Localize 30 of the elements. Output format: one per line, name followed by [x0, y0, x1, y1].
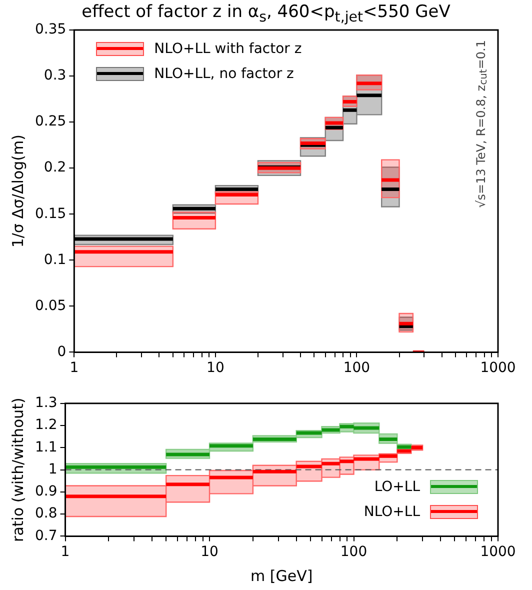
y-tick-label: 1.2	[35, 417, 58, 434]
x-tick-label: 100	[343, 360, 370, 376]
x-tick-label: 10	[206, 360, 224, 376]
y-tick-label: 0.9	[35, 484, 58, 500]
legend-label: NLO+LL, no factor z	[154, 66, 294, 82]
y-tick-label: 0.25	[35, 114, 66, 130]
y-tick-label: 0.15	[35, 206, 66, 222]
x-tick-label: 100	[340, 544, 368, 560]
x-tick-label: 1000	[480, 360, 516, 376]
legend-label: LO+LL	[374, 478, 420, 495]
y-tick-label: 0.7	[35, 528, 58, 544]
x-tick-label: 1000	[480, 544, 516, 560]
y-tick-label: 0	[57, 344, 66, 360]
x-tick-label: 1	[70, 360, 79, 376]
y-tick-label: 0.2	[44, 160, 66, 176]
y-tick-label: 0.05	[35, 298, 66, 314]
y-tick-label: 0.1	[44, 252, 66, 268]
y-axis-title: 1/σ Δσ/Δlog(m)	[8, 134, 27, 248]
x-tick-label: 10	[200, 544, 218, 560]
y-tick-label: 1.1	[35, 439, 58, 456]
y-tick-label: 1	[48, 461, 58, 478]
legend-label: NLO+LL	[364, 504, 420, 520]
y-tick-label: 0.35	[35, 22, 66, 38]
legend-label: NLO+LL with factor z	[154, 40, 302, 56]
y-tick-label: 0.3	[44, 68, 66, 84]
y-axis-title: ratio (with/without)	[8, 398, 27, 542]
x-axis-title: m [GeV]	[250, 566, 313, 585]
chart-title: effect of factor z in α$_{s}$, 460<p$_{t,jet}$<550 GeV	[82, 2, 450, 26]
y-tick-label: 0.8	[35, 506, 58, 522]
y-tick-label: 1.3	[35, 395, 58, 412]
